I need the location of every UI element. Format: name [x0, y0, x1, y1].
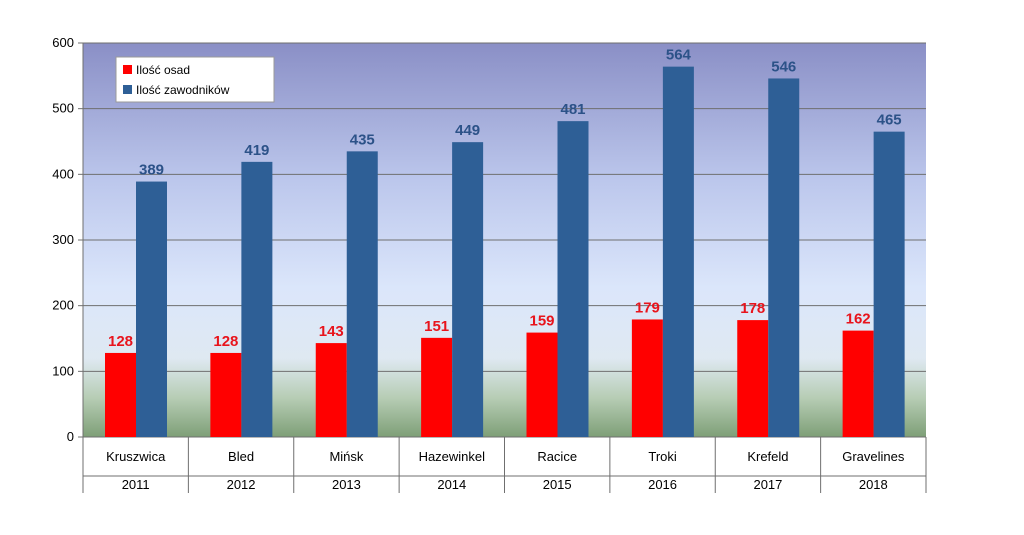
x-category-label: Troki — [648, 449, 677, 464]
data-label-osad: 128 — [108, 333, 133, 350]
data-label-zawodnikow: 465 — [877, 112, 902, 129]
x-year-label: 2012 — [227, 477, 256, 492]
data-label-zawodnikow: 546 — [771, 58, 796, 75]
x-category-label: Gravelines — [842, 449, 905, 464]
bar-zawodnikow — [346, 151, 378, 437]
data-label-zawodnikow: 435 — [350, 131, 375, 148]
data-label-zawodnikow: 389 — [139, 162, 164, 179]
y-tick-label: 300 — [52, 232, 74, 247]
data-label-osad: 151 — [424, 318, 449, 335]
legend-swatch-osad — [123, 65, 132, 74]
bar-zawodnikow — [873, 131, 905, 437]
bar-osad — [737, 320, 769, 437]
bar-osad — [421, 337, 453, 437]
y-tick-label: 0 — [67, 429, 74, 444]
bar-osad — [105, 352, 136, 437]
bar-zawodnikow — [241, 161, 273, 437]
data-label-osad: 178 — [740, 300, 765, 317]
legend-label-osad: Ilość osad — [136, 63, 190, 77]
x-category-label: Hazewinkel — [419, 449, 486, 464]
y-tick-label: 500 — [52, 101, 74, 116]
data-labels: 128 389 128 419 143 435 151 449 159 481 179 564 178 5… — [108, 47, 902, 350]
bar-zawodnikow — [768, 78, 800, 438]
y-tick-label: 600 — [52, 35, 74, 50]
data-label-osad: 128 — [213, 333, 238, 350]
legend-box — [115, 56, 275, 103]
x-year-label: 2015 — [543, 477, 572, 492]
x-year-label: 2018 — [859, 477, 888, 492]
x-year-label: 2016 — [648, 477, 677, 492]
legend: Ilość osad Ilość zawodników — [115, 56, 275, 103]
category-table: Kruszwica 2011 Bled 2012 Mińsk 2013 Hazewinkel… — [82, 437, 927, 493]
x-year-label: 2014 — [437, 477, 466, 492]
x-category-label: Bled — [228, 449, 254, 464]
data-label-zawodnikow: 481 — [560, 101, 585, 118]
bar-osad — [842, 330, 874, 437]
data-label-osad: 162 — [846, 311, 871, 328]
bar-osad — [631, 319, 663, 437]
x-year-label: 2017 — [753, 477, 782, 492]
x-category-label: Kruszwica — [106, 449, 166, 464]
bar-osad — [315, 343, 347, 437]
data-label-osad: 143 — [319, 323, 344, 340]
bar-zawodnikow — [557, 121, 589, 437]
bar-zawodnikow — [452, 142, 484, 437]
legend-label-zawodnikow: Ilość zawodników — [136, 83, 230, 97]
legend-swatch-zawodnikow — [123, 85, 132, 94]
data-label-osad: 179 — [635, 299, 660, 316]
data-label-zawodnikow: 449 — [455, 122, 480, 139]
bar-osad — [210, 352, 242, 437]
y-tick-label: 400 — [52, 166, 74, 181]
x-year-label: 2013 — [332, 477, 361, 492]
x-category-label: Krefeld — [747, 449, 788, 464]
bar-zawodnikow — [662, 66, 694, 437]
y-tick-label: 200 — [52, 298, 74, 313]
data-label-osad: 159 — [529, 313, 554, 330]
y-tick-label: 100 — [52, 363, 74, 378]
bar-osad — [526, 332, 558, 437]
x-year-label: 2011 — [122, 477, 150, 492]
x-category-label: Racice — [537, 449, 577, 464]
x-category-label: Mińsk — [329, 449, 363, 464]
data-label-zawodnikow: 419 — [244, 142, 269, 159]
bars — [105, 66, 905, 438]
bar-zawodnikow — [136, 181, 167, 437]
data-label-zawodnikow: 564 — [666, 47, 692, 64]
